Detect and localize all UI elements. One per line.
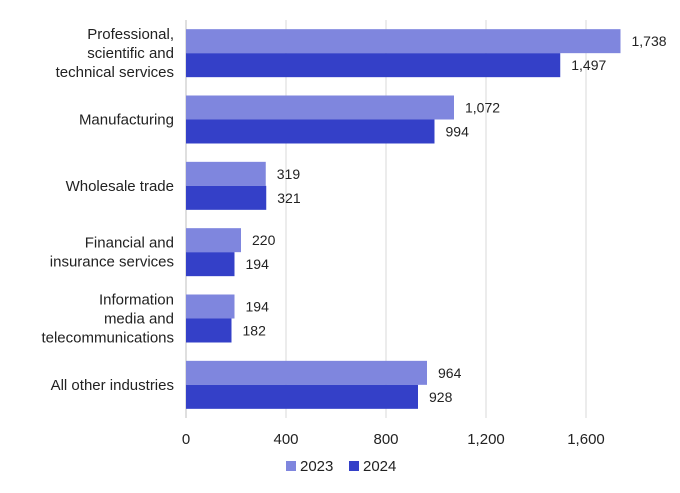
legend-label-2023: 2023: [300, 458, 333, 475]
data-labels: 1,738 1,497 1,072 994 319 321 220 194 194 182 964 9…: [243, 33, 667, 405]
x-tick-label: 400: [273, 431, 298, 448]
legend: 2023 2024: [286, 458, 396, 475]
bar-2023: [186, 161, 266, 186]
bar-2024: [186, 318, 232, 343]
x-axis-ticks: 0 400 800 1,200 1,600: [182, 431, 605, 448]
x-tick-label: 0: [182, 431, 190, 448]
bar-2023: [186, 29, 621, 54]
grid-lines: [185, 20, 587, 418]
bar-2024: [186, 53, 561, 78]
category-label: Information media and telecommunications: [41, 292, 174, 347]
bar-2024: [186, 252, 235, 277]
x-tick-label: 800: [373, 431, 398, 448]
data-label-2023: 319: [277, 166, 301, 182]
category-label: All other industries: [51, 377, 174, 394]
x-tick-label: 1,200: [467, 431, 505, 448]
data-label-2023: 964: [438, 365, 462, 381]
data-label-2024: 994: [446, 124, 470, 140]
data-label-2023: 220: [252, 232, 276, 248]
data-label-2024: 1,497: [571, 57, 606, 73]
category-label: Manufacturing: [79, 112, 174, 129]
data-label-2023: 1,072: [465, 100, 500, 116]
bar-2023: [186, 228, 241, 253]
bar-2023: [186, 294, 235, 319]
bar-2023: [186, 360, 427, 385]
legend-label-2024: 2024: [363, 458, 396, 475]
x-tick-label: 1,600: [567, 431, 605, 448]
category-label: Financial and insurance services: [50, 235, 174, 271]
category-labels: Professional, scientific and technical ser…: [41, 26, 174, 394]
bar-2023: [186, 95, 454, 120]
bar-2024: [186, 384, 418, 409]
data-label-2024: 182: [243, 323, 267, 339]
category-label: Wholesale trade: [66, 178, 174, 195]
data-label-2023: 194: [246, 299, 270, 315]
legend-swatch-2023: [286, 461, 296, 471]
bars: [186, 29, 621, 409]
category-label: Professional, scientific and technical ser…: [56, 26, 174, 81]
bar-2024: [186, 119, 435, 144]
data-label-2023: 1,738: [632, 33, 667, 49]
data-label-2024: 321: [277, 190, 301, 206]
bar-2024: [186, 185, 267, 210]
legend-swatch-2024: [349, 461, 359, 471]
data-label-2024: 928: [429, 389, 453, 405]
data-label-2024: 194: [246, 256, 270, 272]
